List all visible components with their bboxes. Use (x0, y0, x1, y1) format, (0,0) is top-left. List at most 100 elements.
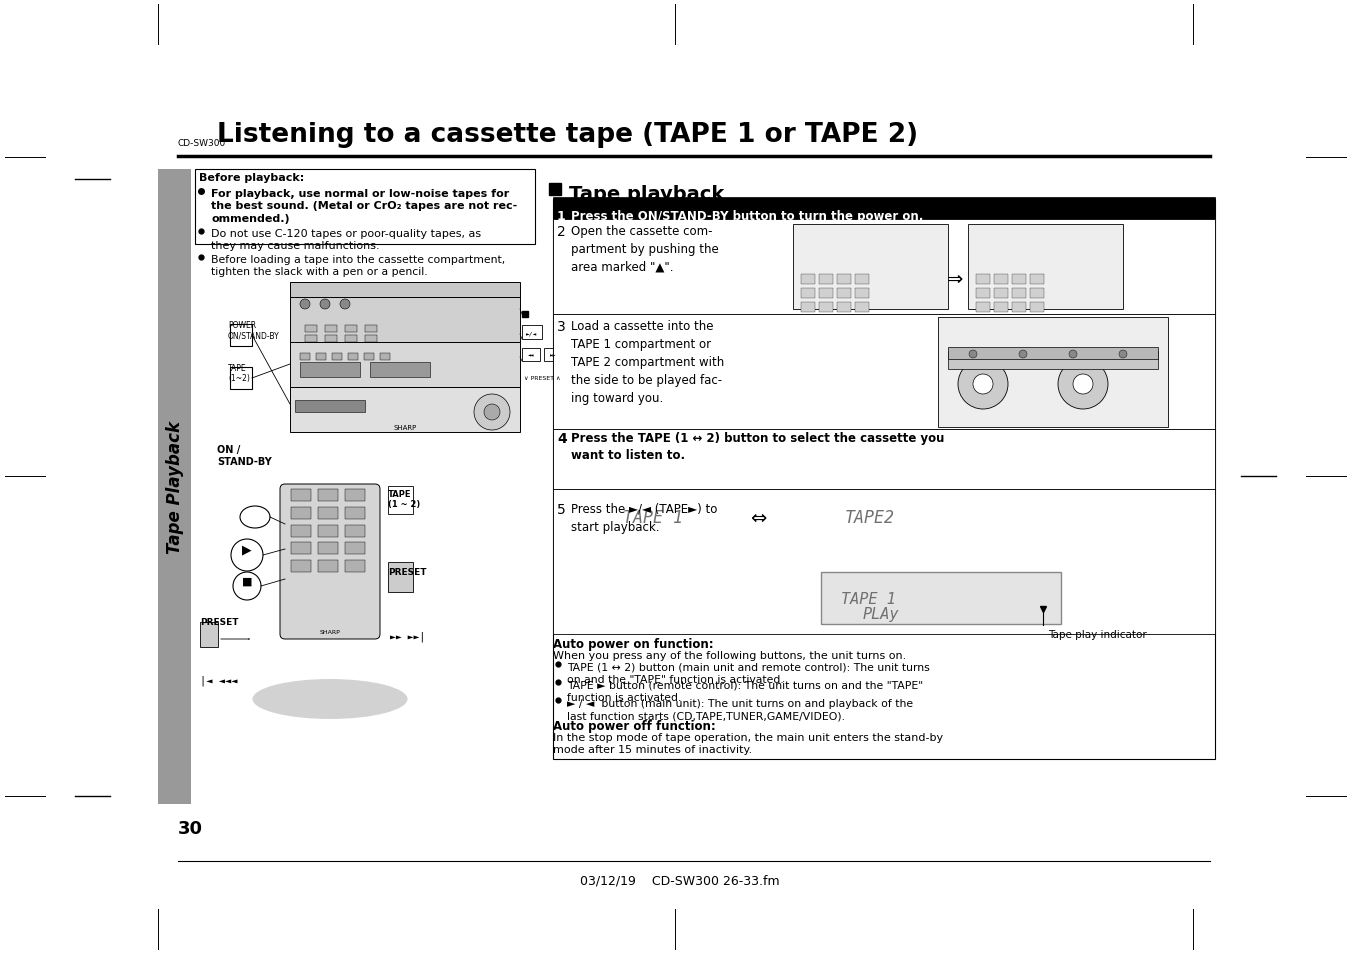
Text: Before loading a tape into the cassette compartment,
tighten the slack with a pe: Before loading a tape into the cassette … (211, 254, 505, 277)
Circle shape (340, 299, 350, 310)
Circle shape (232, 573, 261, 600)
Text: TAPE (1 ↔ 2) button (main unit and remote control): The unit turns
on and the "T: TAPE (1 ↔ 2) button (main unit and remot… (567, 662, 929, 684)
Text: Press the ►/◄ (TAPE►) to
start playback.: Press the ►/◄ (TAPE►) to start playback. (571, 502, 717, 534)
Text: Before playback:: Before playback: (199, 172, 304, 183)
Bar (332, 354, 342, 360)
Text: ∨ PRESET ∧: ∨ PRESET ∧ (524, 375, 561, 380)
Circle shape (231, 539, 263, 572)
Text: 1: 1 (557, 210, 566, 223)
Bar (200, 622, 218, 647)
Bar (290, 560, 311, 573)
Bar (370, 363, 430, 377)
Bar (819, 274, 834, 285)
Text: 3: 3 (557, 319, 566, 334)
Bar (326, 326, 336, 333)
Text: TAPE
(1~2): TAPE (1~2) (228, 364, 250, 383)
Bar (1029, 303, 1044, 313)
Text: |◄ ◄◄◄: |◄ ◄◄◄ (200, 675, 238, 685)
Bar (300, 363, 359, 377)
Text: CD-SW300: CD-SW300 (178, 139, 226, 148)
Text: 5: 5 (557, 502, 566, 517)
Bar (838, 303, 851, 313)
Bar (521, 326, 542, 339)
Bar (819, 289, 834, 298)
Text: SHARP: SHARP (320, 629, 340, 635)
Bar (290, 490, 311, 501)
Bar (317, 560, 338, 573)
Text: For playback, use normal or low-noise tapes for
the best sound. (Metal or CrO₂ t: For playback, use normal or low-noise ta… (211, 189, 517, 224)
Bar (1029, 289, 1044, 298)
Text: ►► ►►|: ►► ►►| (390, 631, 426, 641)
Bar (290, 283, 520, 297)
Circle shape (300, 299, 309, 310)
Text: Tape Playback: Tape Playback (166, 420, 184, 554)
Bar (305, 335, 317, 343)
Bar (316, 354, 326, 360)
Circle shape (969, 351, 977, 358)
Text: TAPE 1: TAPE 1 (623, 509, 684, 526)
Circle shape (484, 405, 500, 420)
Text: When you press any of the following buttons, the unit turns on.: When you press any of the following butt… (553, 650, 907, 660)
Text: PRESET: PRESET (388, 567, 427, 577)
Ellipse shape (253, 679, 408, 720)
Circle shape (958, 359, 1008, 410)
Bar (1012, 303, 1025, 313)
Bar (388, 486, 413, 515)
Text: Press the ON/STAND-BY button to turn the power on.: Press the ON/STAND-BY button to turn the… (571, 210, 923, 223)
Bar (317, 507, 338, 519)
Circle shape (474, 395, 509, 431)
Bar (793, 225, 948, 310)
Bar (969, 225, 1123, 310)
Bar (801, 289, 815, 298)
Circle shape (1073, 375, 1093, 395)
Text: Tape playback: Tape playback (569, 185, 724, 204)
Bar (975, 303, 990, 313)
Bar (821, 573, 1061, 624)
Bar (345, 542, 365, 555)
Text: TAPE2: TAPE2 (844, 509, 894, 526)
Bar (561, 501, 746, 537)
Bar (819, 303, 834, 313)
Bar (553, 314, 1215, 430)
Text: PRESET: PRESET (200, 618, 239, 626)
Text: Auto power on function:: Auto power on function: (553, 638, 713, 650)
Text: TAPE ► button (remote control): The unit turns on and the "TAPE"
function is act: TAPE ► button (remote control): The unit… (567, 680, 923, 702)
Bar (349, 354, 358, 360)
Bar (948, 352, 1158, 370)
Bar (553, 220, 1215, 314)
Text: Open the cassette com-
partment by pushing the
area marked "▲".: Open the cassette com- partment by pushi… (571, 225, 719, 274)
Text: 4: 4 (557, 432, 567, 446)
Text: Listening to a cassette tape (TAPE 1 or TAPE 2): Listening to a cassette tape (TAPE 1 or … (218, 122, 919, 148)
Bar (948, 348, 1158, 359)
Text: 30: 30 (178, 820, 203, 837)
Bar (326, 335, 336, 343)
Bar (855, 289, 869, 298)
Bar (345, 507, 365, 519)
Bar (295, 400, 365, 413)
Bar (158, 170, 190, 804)
Bar (345, 525, 365, 537)
Bar (553, 430, 1215, 490)
Bar (345, 335, 357, 343)
Text: 03/12/19    CD-SW300 26-33.fm: 03/12/19 CD-SW300 26-33.fm (580, 874, 780, 887)
Bar (778, 501, 963, 537)
Bar (345, 326, 357, 333)
Bar (855, 274, 869, 285)
Bar (838, 289, 851, 298)
Bar (388, 562, 413, 593)
Text: ►/◄: ►/◄ (527, 331, 538, 336)
Text: ▶: ▶ (242, 543, 251, 556)
Bar (801, 303, 815, 313)
Bar (195, 170, 535, 245)
Text: ON /
STAND-BY: ON / STAND-BY (218, 444, 272, 467)
Bar (230, 368, 253, 390)
Text: POWER
ON/STAND-BY: POWER ON/STAND-BY (228, 320, 280, 340)
Bar (305, 326, 317, 333)
Circle shape (1119, 351, 1127, 358)
Text: 2: 2 (557, 225, 566, 239)
Bar (994, 274, 1008, 285)
Bar (365, 326, 377, 333)
Bar (345, 560, 365, 573)
Text: Auto power off function:: Auto power off function: (553, 720, 716, 732)
Text: PLAy: PLAy (863, 607, 900, 622)
